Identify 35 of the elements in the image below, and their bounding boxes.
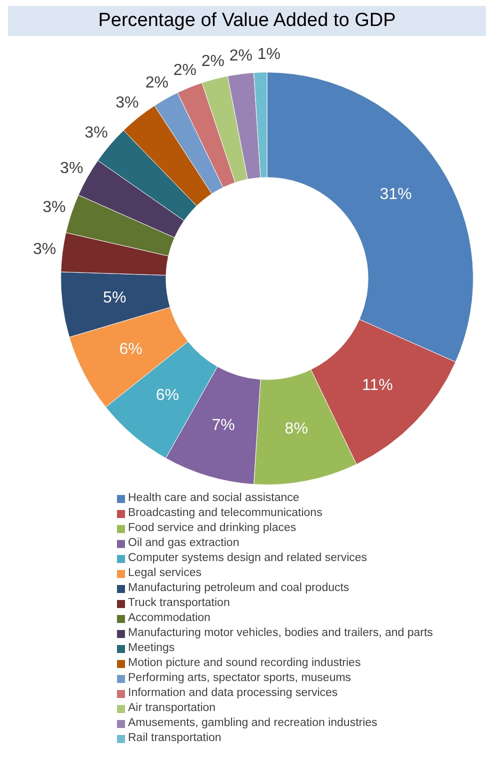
data-label: 11%: [362, 376, 393, 394]
legend-label: Oil and gas extraction: [128, 536, 240, 551]
data-label: 7%: [212, 417, 235, 434]
data-label: 2%: [229, 47, 253, 64]
legend-label: Air transportation: [128, 701, 216, 716]
legend-label: Manufacturing petroleum and coal products: [128, 581, 350, 596]
data-label: 2%: [145, 74, 169, 92]
legend-label: Amusements, gambling and recreation industries: [128, 716, 378, 731]
legend-label: Motion picture and sound recording industries: [128, 656, 361, 671]
legend-label: Truck transportation: [128, 596, 230, 611]
data-label: 5%: [103, 290, 126, 307]
data-label: 3%: [84, 124, 108, 142]
data-label: 1%: [257, 46, 281, 63]
data-label: 3%: [116, 94, 139, 112]
legend-label: Food service and drinking places: [128, 521, 296, 536]
chart-title: Percentage of Value Added to GDP: [8, 6, 486, 36]
data-label: 6%: [156, 386, 179, 404]
data-label: 3%: [33, 241, 56, 258]
legend-label: Information and data processing services: [128, 686, 338, 701]
data-label: 3%: [42, 199, 66, 216]
data-label: 3%: [60, 160, 84, 177]
legend-label: Performing arts, spectator sports, museums: [128, 671, 352, 686]
legend-label: Broadcasting and telecommunications: [128, 506, 322, 521]
data-label: 2%: [173, 62, 197, 80]
data-label: 8%: [284, 420, 308, 438]
legend-label: Meetings: [128, 641, 175, 656]
legend-label: Health care and social assistance: [128, 491, 300, 506]
legend-label: Rail transportation: [128, 731, 222, 746]
legend-label: Legal services: [128, 566, 202, 581]
legend-label: Manufacturing motor vehicles, bodies and trailers, and parts: [128, 626, 433, 641]
data-label: 2%: [201, 52, 225, 70]
legend-label: Accommodation: [128, 611, 210, 626]
legend-label: Computer systems design and related services: [128, 551, 368, 566]
data-label: 31%: [380, 186, 412, 204]
data-label: 6%: [119, 340, 142, 358]
